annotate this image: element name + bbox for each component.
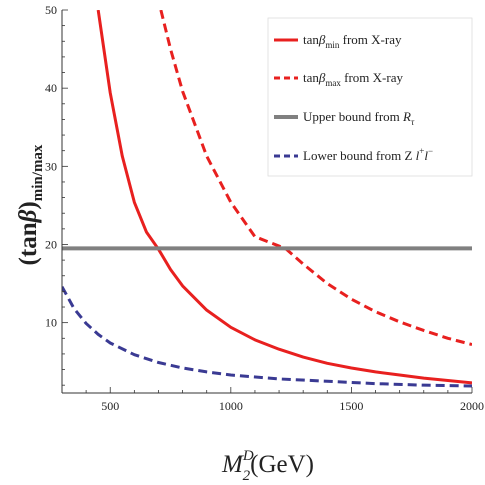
series-line-tanbeta-max bbox=[159, 10, 472, 346]
legend-label-lower-bound: Lower bound from Z l+l− bbox=[303, 146, 433, 163]
y-tick-label: 40 bbox=[45, 81, 57, 95]
series-line-tanbeta-min bbox=[96, 10, 472, 385]
legend-label-tanbeta-min: tanβmin from X-ray bbox=[303, 32, 402, 50]
x-tick-label: 1000 bbox=[219, 399, 243, 413]
y-tick-label: 10 bbox=[45, 316, 57, 330]
legend: tanβmin from X-ray tanβmax from X-ray Up… bbox=[267, 17, 473, 177]
series-layer bbox=[62, 10, 472, 388]
series-line-lower-bound bbox=[62, 285, 472, 388]
y-tick-label: 30 bbox=[45, 159, 57, 173]
legend-label-tanbeta-max: tanβmax from X-ray bbox=[303, 70, 403, 88]
legend-label-upper-bound: Upper bound from Rτ bbox=[303, 109, 415, 127]
y-tick-label: 20 bbox=[45, 237, 57, 251]
x-tick-label: 1500 bbox=[339, 399, 363, 413]
x-tick-label: 500 bbox=[101, 399, 119, 413]
x-tick-label: 2000 bbox=[460, 399, 484, 413]
x-axis-label: MD 2(GeV) bbox=[221, 448, 314, 484]
axes-layer: 500 1000 1500 2000 10 20 30 40 50 bbox=[45, 3, 484, 413]
legend-box bbox=[267, 17, 473, 177]
y-axis-label: (tanβ)min/max bbox=[15, 144, 46, 265]
y-tick-label: 50 bbox=[45, 3, 57, 17]
